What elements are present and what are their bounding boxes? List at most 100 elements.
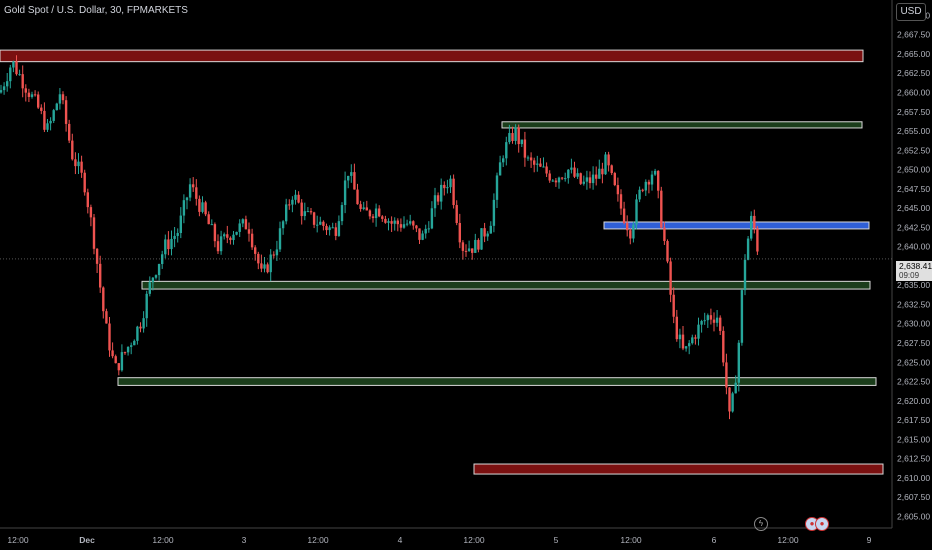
candle-body bbox=[585, 177, 589, 182]
candle-body bbox=[467, 248, 471, 252]
lightning-icon[interactable]: ϟ bbox=[754, 517, 768, 531]
x-tick-label: 12:00 bbox=[152, 535, 174, 545]
candle-body bbox=[607, 154, 610, 166]
candle-body bbox=[309, 211, 313, 213]
candle-body bbox=[390, 221, 393, 224]
flag-icon[interactable]: ● bbox=[815, 517, 829, 531]
candle-body bbox=[405, 223, 409, 225]
candle-body bbox=[136, 326, 139, 341]
candle-body bbox=[201, 202, 204, 212]
candle-body bbox=[715, 317, 719, 323]
candle-body bbox=[340, 205, 344, 222]
x-tick-label: 12:00 bbox=[777, 535, 799, 545]
candle-body bbox=[359, 204, 362, 209]
candle-body bbox=[539, 163, 542, 167]
candle-body bbox=[154, 275, 158, 278]
currency-selector[interactable]: USD bbox=[896, 3, 926, 21]
candle-body bbox=[319, 221, 322, 225]
candle-body bbox=[151, 277, 155, 283]
candle-body bbox=[297, 194, 300, 203]
candle-body bbox=[334, 227, 337, 236]
candle-body bbox=[95, 248, 99, 264]
candle-body bbox=[30, 94, 34, 97]
x-tick-label: 5 bbox=[554, 535, 559, 545]
candle-body bbox=[55, 103, 58, 111]
candle-body bbox=[185, 197, 189, 201]
candle-body bbox=[644, 181, 647, 191]
candle-body bbox=[427, 228, 430, 230]
candle-body bbox=[514, 127, 517, 141]
candle-body bbox=[68, 123, 71, 141]
candle-body bbox=[188, 184, 192, 198]
candle-body bbox=[387, 221, 390, 223]
candle-body bbox=[669, 261, 672, 295]
candle-body bbox=[83, 172, 86, 193]
candle-body bbox=[142, 318, 145, 329]
candle-body bbox=[325, 225, 328, 231]
candle-body bbox=[619, 194, 623, 209]
candle-body bbox=[241, 219, 244, 224]
candle-body bbox=[505, 142, 508, 159]
candle-body bbox=[130, 345, 133, 347]
candle-body bbox=[706, 315, 709, 321]
bar-countdown: 09:09 bbox=[899, 271, 920, 280]
candle-body bbox=[133, 340, 136, 346]
candle-body bbox=[27, 92, 31, 97]
candle-body bbox=[173, 235, 176, 239]
y-tick-label: 2,645.00 bbox=[897, 203, 930, 213]
candle-body bbox=[123, 352, 127, 354]
candle-body bbox=[226, 234, 229, 238]
candle-body bbox=[725, 362, 728, 388]
candle-body bbox=[697, 324, 700, 339]
candle-body bbox=[498, 162, 502, 176]
candle-body bbox=[322, 221, 325, 226]
candle-body bbox=[9, 67, 12, 82]
candle-body bbox=[353, 172, 356, 190]
candle-body bbox=[495, 175, 499, 200]
candle-body bbox=[219, 236, 223, 252]
candle-body bbox=[266, 264, 269, 273]
candle-body bbox=[719, 317, 722, 331]
candle-body bbox=[356, 189, 359, 205]
candle-body bbox=[40, 107, 43, 111]
candle-body bbox=[601, 168, 604, 175]
candle-body bbox=[604, 154, 607, 175]
candle-body bbox=[300, 202, 303, 217]
candle-body bbox=[232, 234, 235, 241]
candle-body bbox=[684, 346, 688, 349]
x-tick-label: 12:00 bbox=[307, 535, 329, 545]
zone-blue bbox=[603, 221, 870, 230]
candle-body bbox=[294, 194, 297, 200]
candle-body bbox=[328, 227, 331, 231]
y-tick-label: 2,625.00 bbox=[897, 357, 930, 367]
candle-body bbox=[244, 219, 248, 230]
candle-body bbox=[312, 212, 316, 225]
candle-body bbox=[263, 264, 266, 269]
candle-body bbox=[37, 94, 40, 108]
candle-body bbox=[737, 342, 740, 383]
candle-body bbox=[343, 180, 347, 206]
candle-body bbox=[517, 127, 520, 145]
candle-body bbox=[260, 263, 263, 269]
candle-body bbox=[666, 241, 669, 262]
candle-body bbox=[33, 94, 37, 96]
candle-body bbox=[492, 199, 496, 226]
candle-body bbox=[77, 161, 80, 167]
candle-body bbox=[647, 181, 651, 185]
candle-body bbox=[179, 215, 182, 234]
candle-body bbox=[371, 216, 375, 219]
candle-body bbox=[579, 173, 582, 184]
candle-body bbox=[99, 263, 102, 288]
candle-body bbox=[520, 139, 523, 145]
candle-body bbox=[610, 165, 613, 174]
candle-body bbox=[198, 198, 201, 212]
candle-body bbox=[653, 170, 657, 175]
candle-body bbox=[288, 204, 291, 206]
candle-body bbox=[86, 192, 89, 208]
candle-body bbox=[64, 100, 68, 124]
candle-body bbox=[89, 207, 93, 218]
candle-body bbox=[418, 228, 421, 240]
candle-body bbox=[635, 199, 638, 225]
candle-body bbox=[700, 321, 703, 325]
